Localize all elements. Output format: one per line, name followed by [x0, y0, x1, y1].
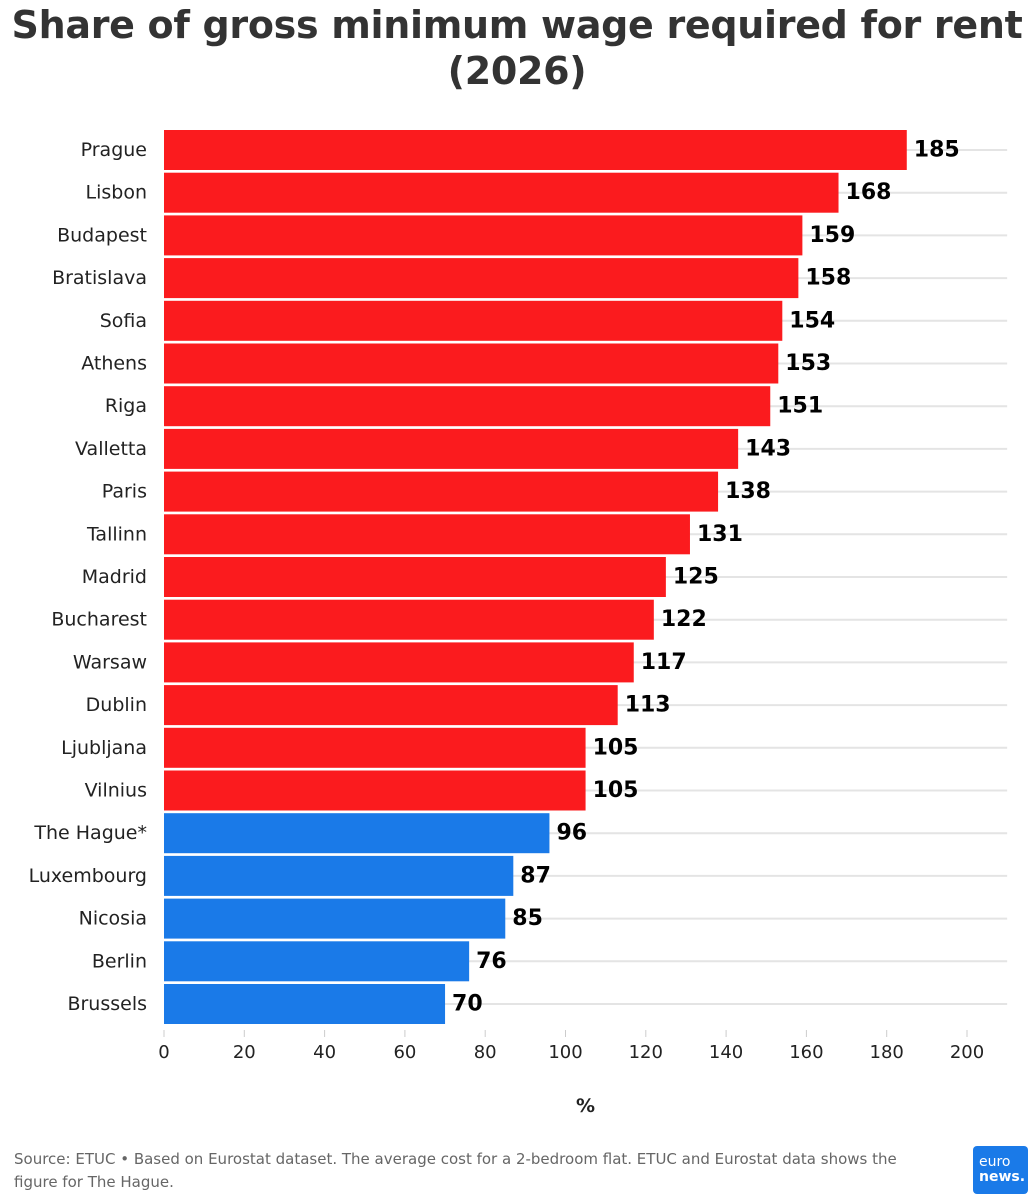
chart-title: Share of gross minimum wage required for…	[11, 3, 1023, 93]
value-label: 143	[745, 436, 791, 461]
bar-bratislava	[164, 258, 799, 299]
value-labels: 185 168 159 158 154 153 151 143 138 131 125 122 117 1…	[452, 138, 960, 1017]
x-tick-label: 80	[474, 1042, 497, 1063]
euronews-logo[interactable]: euro news.	[973, 1146, 1028, 1194]
category-label: Bucharest	[51, 609, 147, 631]
x-tick-label: 140	[709, 1042, 743, 1063]
category-label: Berlin	[92, 950, 147, 972]
bar-vilnius	[164, 770, 586, 811]
category-label: Madrid	[82, 566, 147, 588]
category-label: Valletta	[75, 438, 147, 460]
value-label: 117	[641, 650, 687, 675]
bar-bucharest	[164, 599, 654, 640]
logo-text-line1: euro	[979, 1154, 1011, 1170]
value-label: 168	[846, 180, 892, 205]
value-label: 105	[593, 735, 639, 760]
value-label: 151	[777, 394, 823, 419]
bar-valletta	[164, 428, 739, 469]
x-tick-label: 120	[629, 1042, 663, 1063]
bar-lisbon	[164, 172, 839, 213]
bar-paris	[164, 471, 719, 512]
value-label: 85	[512, 906, 543, 931]
category-label: Nicosia	[79, 908, 147, 930]
category-label: Ljubljana	[61, 737, 147, 759]
category-label: Vilnius	[85, 780, 147, 802]
value-label: 154	[789, 308, 835, 333]
value-label: 76	[476, 949, 507, 974]
bar-madrid	[164, 557, 666, 597]
x-tick-label: 60	[393, 1042, 416, 1063]
x-axis-ticks: 0 20 40 60 80 100 120 140 160 180 200	[158, 1030, 984, 1063]
value-label: 113	[625, 693, 671, 718]
source-note: Source: ETUC • Based on Eurostat dataset…	[14, 1150, 897, 1191]
category-label: Bratislava	[52, 267, 147, 289]
bar-chart: Prague Lisbon Budapest Bratislava Sofia Athen…	[29, 130, 1008, 1117]
value-label: 105	[593, 778, 639, 803]
bar-riga	[164, 386, 771, 427]
value-label: 185	[914, 138, 960, 163]
bar-sofia	[164, 300, 783, 341]
bar-athens	[164, 343, 779, 384]
x-tick-label: 100	[548, 1042, 582, 1063]
category-label: Sofia	[100, 310, 147, 332]
value-label: 153	[785, 351, 831, 376]
value-label: 131	[697, 522, 743, 547]
bar-ljubljana	[164, 727, 586, 768]
bar-dublin	[164, 685, 618, 726]
category-label: Athens	[81, 353, 147, 375]
bar-warsaw	[164, 642, 634, 683]
value-label: 87	[520, 863, 551, 888]
value-label: 158	[805, 266, 851, 291]
category-label: Warsaw	[73, 651, 147, 673]
logo-text-line2: news.	[979, 1169, 1026, 1185]
x-tick-label: 160	[789, 1042, 823, 1063]
category-label: The Hague*	[33, 822, 147, 844]
x-tick-label: 200	[950, 1042, 984, 1063]
value-label: 122	[661, 607, 707, 632]
x-tick-label: 0	[158, 1042, 169, 1063]
category-label: Budapest	[57, 224, 147, 246]
value-label: 70	[452, 992, 483, 1017]
x-tick-label: 180	[870, 1042, 904, 1063]
bar-luxembourg	[164, 855, 514, 896]
category-label: Paris	[102, 481, 147, 503]
bar-tallinn	[164, 514, 690, 555]
category-label: Dublin	[86, 694, 147, 716]
x-tick-label: 20	[233, 1042, 256, 1063]
category-label: Tallinn	[86, 523, 147, 545]
bar-prague	[164, 130, 907, 170]
bar-the-hague	[164, 813, 550, 854]
category-label: Lisbon	[86, 182, 148, 204]
category-label: Brussels	[67, 993, 147, 1015]
category-label: Riga	[105, 395, 147, 417]
value-label: 125	[673, 565, 719, 590]
category-labels: Prague Lisbon Budapest Bratislava Sofia Athen…	[29, 139, 147, 1015]
bar-berlin	[164, 941, 470, 982]
bar-budapest	[164, 215, 803, 256]
x-axis-title: %	[576, 1095, 595, 1117]
value-label: 159	[809, 223, 855, 248]
bars	[164, 130, 907, 1024]
x-tick-label: 40	[313, 1042, 336, 1063]
bar-nicosia	[164, 898, 506, 939]
value-label: 96	[556, 821, 587, 846]
category-label: Luxembourg	[29, 865, 147, 887]
category-label: Prague	[81, 139, 147, 161]
value-label: 138	[725, 479, 771, 504]
bar-brussels	[164, 984, 446, 1024]
